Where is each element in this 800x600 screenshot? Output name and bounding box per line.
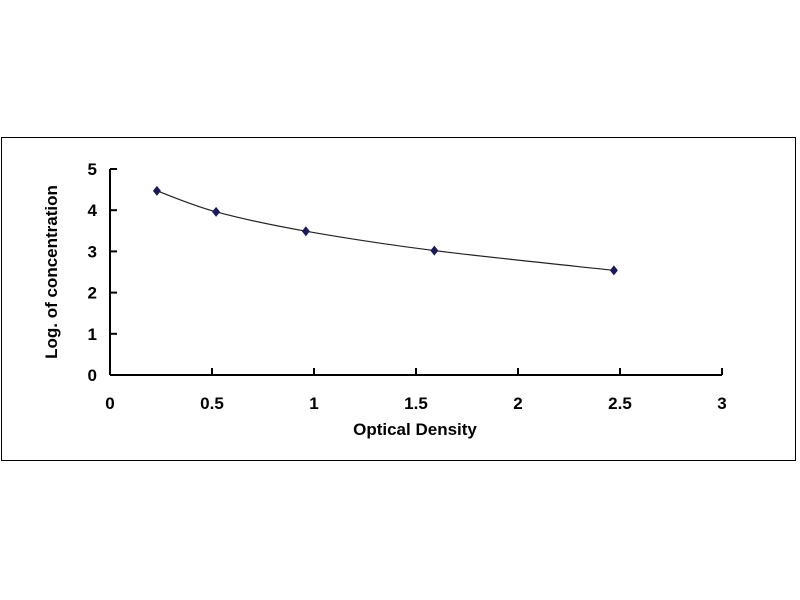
x-axis-label: Optical Density bbox=[353, 420, 477, 439]
y-tick-label: 5 bbox=[88, 160, 97, 179]
y-tick-label: 3 bbox=[88, 242, 97, 261]
data-point bbox=[152, 185, 161, 196]
data-point bbox=[301, 226, 310, 237]
y-tick-label: 2 bbox=[88, 284, 97, 303]
x-tick-label: 2 bbox=[513, 394, 522, 413]
chart-frame bbox=[1, 137, 796, 461]
x-tick-label: 3 bbox=[717, 394, 726, 413]
data-point bbox=[609, 265, 618, 276]
x-tick-label: 1 bbox=[309, 394, 318, 413]
x-tick-label: 2.5 bbox=[608, 394, 632, 413]
x-tick-label: 0 bbox=[105, 394, 114, 413]
y-tick-label: 1 bbox=[88, 325, 97, 344]
data-point bbox=[430, 245, 439, 256]
y-tick-label: 4 bbox=[88, 201, 98, 220]
y-axis-label: Log. of concentration bbox=[42, 185, 61, 359]
data-point bbox=[212, 206, 221, 217]
x-tick-label: 1.5 bbox=[404, 394, 428, 413]
fitted-curve bbox=[156, 190, 614, 271]
x-tick-label: 0.5 bbox=[200, 394, 224, 413]
y-tick-label: 0 bbox=[88, 366, 97, 385]
